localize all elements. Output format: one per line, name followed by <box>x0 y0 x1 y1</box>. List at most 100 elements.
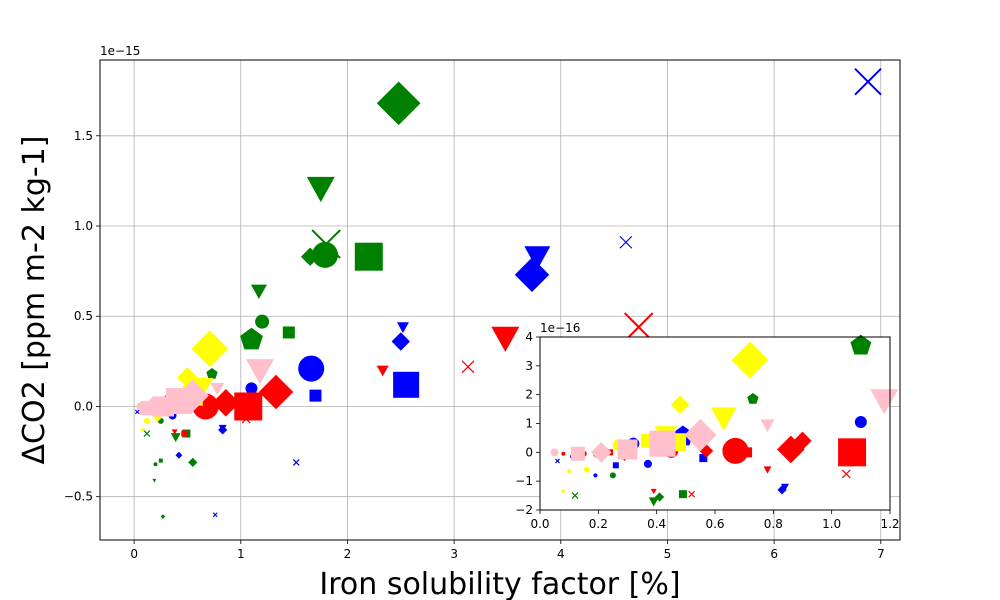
inset-y-tick-label: −1 <box>515 474 533 488</box>
main-point-blue-square <box>309 389 322 402</box>
main-point-blue-diamond <box>175 451 183 459</box>
main-point-red-square <box>181 430 188 437</box>
inset-point-pink-triangle-down <box>870 389 899 415</box>
inset-point-blue-square <box>699 454 708 463</box>
inset-point-red-square <box>742 447 753 458</box>
inset-point-pink-square <box>617 439 638 460</box>
inset-point-green-pentagon <box>747 393 759 404</box>
inset-y-tick-label: −2 <box>515 503 533 517</box>
inset-point-blue-x <box>555 458 560 464</box>
main-x-ticks: 0 1 2 3 4 5 6 7 <box>130 540 885 561</box>
main-point-pink-triangle-down <box>210 382 225 396</box>
inset-point-red-triangle-down <box>650 488 657 495</box>
main-point-red-diamond <box>212 389 240 417</box>
inset-y-tick-label: 1 <box>525 417 533 431</box>
main-point-pink-square <box>154 396 174 417</box>
inset-x-tick-label: 0.8 <box>764 517 783 531</box>
inset-point-red-circle <box>722 437 749 464</box>
main-point-yellow-diamond <box>153 412 163 422</box>
inset-plot-area <box>540 337 890 510</box>
inset-point-blue-diamond <box>777 485 787 495</box>
main-point-blue-x <box>854 67 882 96</box>
inset-point-red-square <box>838 438 867 467</box>
inset-point-green-pentagon <box>850 334 872 355</box>
main-point-red-x <box>241 414 251 424</box>
inset-point-pink-triangle-down <box>760 419 775 432</box>
main-x-tick-label: 1 <box>237 547 245 561</box>
inset-x-tick-label: 1.2 <box>880 517 899 531</box>
main-point-red-triangle-down <box>171 429 178 435</box>
main-x-tick-label: 4 <box>557 547 565 561</box>
main-point-blue-circle <box>245 382 258 395</box>
main-point-blue-x <box>212 512 218 518</box>
main-point-pink-circle <box>136 402 145 411</box>
inset-point-red-x <box>688 490 696 498</box>
main-x-tick-label: 5 <box>664 547 672 561</box>
inset-y-offset-label: 1e−16 <box>540 321 580 335</box>
inset-point-green-triangle-down <box>648 497 659 507</box>
inset-point-pink-diamond <box>684 418 717 452</box>
inset-point-red-circle <box>561 451 566 456</box>
inset-y-tick-label: 4 <box>525 330 533 344</box>
inset-point-green-circle <box>609 472 616 479</box>
inset-point-blue-circle <box>854 416 867 429</box>
main-point-blue-triangle-down <box>524 246 551 270</box>
main-point-green-triangle-down <box>152 478 157 483</box>
inset-point-yellow-diamond <box>670 395 690 414</box>
inset-point-pink-square <box>649 430 676 457</box>
main-point-yellow-diamond <box>191 330 229 368</box>
main-point-red-x <box>623 312 654 342</box>
main-point-green-triangle-down <box>306 176 335 203</box>
inset-point-yellow-diamond <box>583 466 591 474</box>
main-y-tick-label: 0.5 <box>74 309 93 323</box>
main-x-tick-label: 2 <box>344 547 352 561</box>
inset-x-tick-label: 0.6 <box>705 517 724 531</box>
main-point-green-diamond <box>188 457 198 468</box>
inset-point-green-diamond <box>654 492 665 502</box>
main-point-green-square <box>158 458 163 463</box>
inset-x-tick-label: 1.0 <box>822 517 841 531</box>
main-x-tick-label: 3 <box>450 547 458 561</box>
main-y-tick-label: 0.0 <box>74 399 93 413</box>
inset-point-red-x <box>841 469 851 479</box>
main-point-green-triangle-down <box>250 284 267 299</box>
main-point-green-diamond <box>376 81 421 126</box>
main-data-points <box>134 67 882 519</box>
inset-y-ticks: −2 −1 0 1 2 3 4 <box>515 330 540 517</box>
main-point-green-pentagon <box>240 327 263 350</box>
inset-data-points <box>550 334 899 507</box>
inset-y-tick-label: 3 <box>525 359 533 373</box>
inset-point-yellow-circle <box>567 469 572 474</box>
main-point-red-diamond <box>258 374 294 410</box>
main-point-green-circle <box>255 314 270 329</box>
main-point-blue-diamond <box>514 257 550 292</box>
main-point-blue-diamond <box>391 332 410 351</box>
main-point-red-triangle-down <box>376 365 389 377</box>
inset-point-blue-triangle-down <box>781 483 789 491</box>
main-point-green-diamond <box>300 247 320 266</box>
inset-point-blue-circle <box>593 473 598 478</box>
main-point-red-x <box>461 360 475 374</box>
main-y-offset-label: 1e−15 <box>100 44 140 58</box>
inset-y-tick-label: 0 <box>525 445 533 459</box>
main-point-blue-triangle-down <box>396 322 409 334</box>
main-point-yellow-diamond <box>140 427 145 433</box>
main-point-yellow-circle <box>143 417 150 424</box>
inset-y-tick-label: 2 <box>525 388 533 402</box>
main-x-tick-label: 7 <box>877 547 885 561</box>
main-point-green-square <box>354 242 383 271</box>
main-point-blue-x <box>292 458 300 466</box>
inset-point-blue-circle <box>643 459 652 468</box>
main-point-green-circle <box>153 462 158 467</box>
inset-point-red-triangle-down <box>763 466 772 474</box>
inset-x-tick-label: 0.2 <box>589 517 608 531</box>
inset-axes: 0.0 0.2 0.4 0.6 0.8 1.0 1.2 −2 −1 0 1 2 3 4 1e−16 <box>515 321 899 531</box>
main-point-blue-triangle-down <box>218 424 227 433</box>
inset-point-yellow-diamond <box>731 341 769 379</box>
inset-point-blue-square <box>612 462 619 469</box>
main-point-blue-x <box>134 409 140 415</box>
inset-point-pink-circle <box>550 448 559 457</box>
main-y-ticks: −0.5 0.0 0.5 1.0 1.5 <box>64 129 100 504</box>
main-point-blue-x <box>619 235 633 249</box>
